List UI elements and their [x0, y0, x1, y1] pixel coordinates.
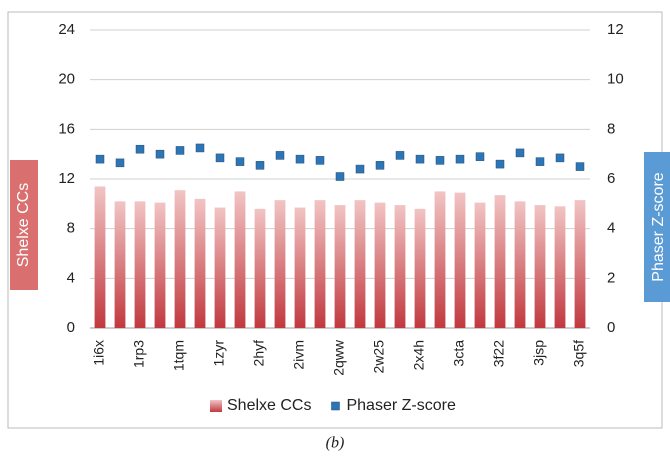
y-axis-label: Shelxe CCs [15, 183, 32, 267]
point [575, 162, 585, 171]
bar [234, 191, 246, 328]
x-tick-label: 2w25 [371, 340, 387, 374]
point [235, 157, 245, 166]
point [355, 164, 365, 174]
bar [474, 202, 486, 328]
y2-label-box [644, 152, 670, 302]
point [135, 144, 145, 154]
legend-swatch [331, 401, 340, 411]
bar [394, 205, 406, 328]
point [155, 149, 165, 159]
bar [94, 186, 106, 328]
y2-tick-label: 10 [607, 71, 624, 88]
bar [554, 206, 566, 328]
x-tick-label: 2x4h [411, 340, 427, 370]
y2-tick-label: 4 [607, 220, 615, 237]
legend-label: Shelxe CCs [227, 397, 311, 414]
point [455, 154, 465, 164]
point [555, 153, 565, 163]
x-tick-label: 1zyr [211, 340, 227, 367]
point [475, 152, 485, 161]
point [375, 161, 385, 170]
x-tick-label: 1rp3 [131, 340, 147, 368]
x-tick-label: 3q5f [571, 340, 587, 367]
x-tick-label: 1i6x [91, 340, 107, 366]
bar [254, 208, 266, 328]
bar [374, 202, 386, 328]
point [315, 156, 325, 165]
x-tick-label: 1tqm [171, 340, 187, 371]
point [255, 161, 265, 170]
y2-tick-label: 2 [607, 269, 615, 286]
y2-tick-label: 6 [607, 170, 615, 187]
bar [514, 201, 526, 328]
bar [494, 195, 506, 328]
bar [174, 190, 186, 328]
x-tick-label: 2qww [331, 339, 347, 376]
y-tick-label: 24 [58, 21, 75, 38]
y-tick-label: 12 [58, 170, 75, 187]
point [515, 148, 525, 158]
bar [154, 202, 166, 328]
legend-label: Phaser Z-score [346, 397, 455, 414]
legend-swatch [210, 400, 222, 412]
bar [114, 201, 126, 328]
bar [414, 208, 426, 328]
point [215, 153, 225, 163]
point [535, 157, 545, 166]
y2-tick-label: 0 [607, 319, 615, 336]
bar [274, 200, 286, 328]
bar [434, 191, 446, 328]
bar [194, 198, 206, 328]
x-tick-label: 3jsp [531, 340, 547, 366]
x-tick-label: 3cta [451, 340, 467, 367]
point [395, 151, 405, 160]
point [195, 143, 205, 153]
x-tick-label: 3f22 [491, 340, 507, 367]
bar [134, 201, 146, 328]
x-tick-label: 2hyf [251, 340, 267, 367]
bar [354, 200, 366, 328]
y-tick-label: 20 [58, 71, 75, 88]
point [435, 156, 445, 165]
bar [574, 200, 586, 328]
y2-tick-label: 8 [607, 120, 615, 137]
caption: (b) [326, 435, 345, 452]
y-label-box [10, 160, 38, 290]
point [175, 146, 185, 155]
y-tick-label: 4 [67, 269, 75, 286]
y-tick-label: 16 [58, 120, 75, 137]
bar [294, 207, 306, 328]
y2-tick-label: 12 [607, 21, 624, 38]
point [415, 154, 425, 164]
bar [214, 207, 226, 328]
bar [454, 192, 466, 328]
x-tick-label: 2ivm [291, 340, 307, 370]
point [495, 159, 505, 169]
point [295, 154, 305, 164]
y-tick-label: 8 [67, 220, 75, 237]
bar [334, 205, 346, 328]
bar [314, 200, 326, 328]
point [95, 154, 105, 164]
point [115, 158, 125, 168]
y2-axis-label: Phaser Z-score [650, 172, 667, 281]
point [275, 151, 285, 160]
bar [534, 205, 546, 328]
point [335, 172, 345, 181]
y-tick-label: 0 [67, 319, 75, 336]
